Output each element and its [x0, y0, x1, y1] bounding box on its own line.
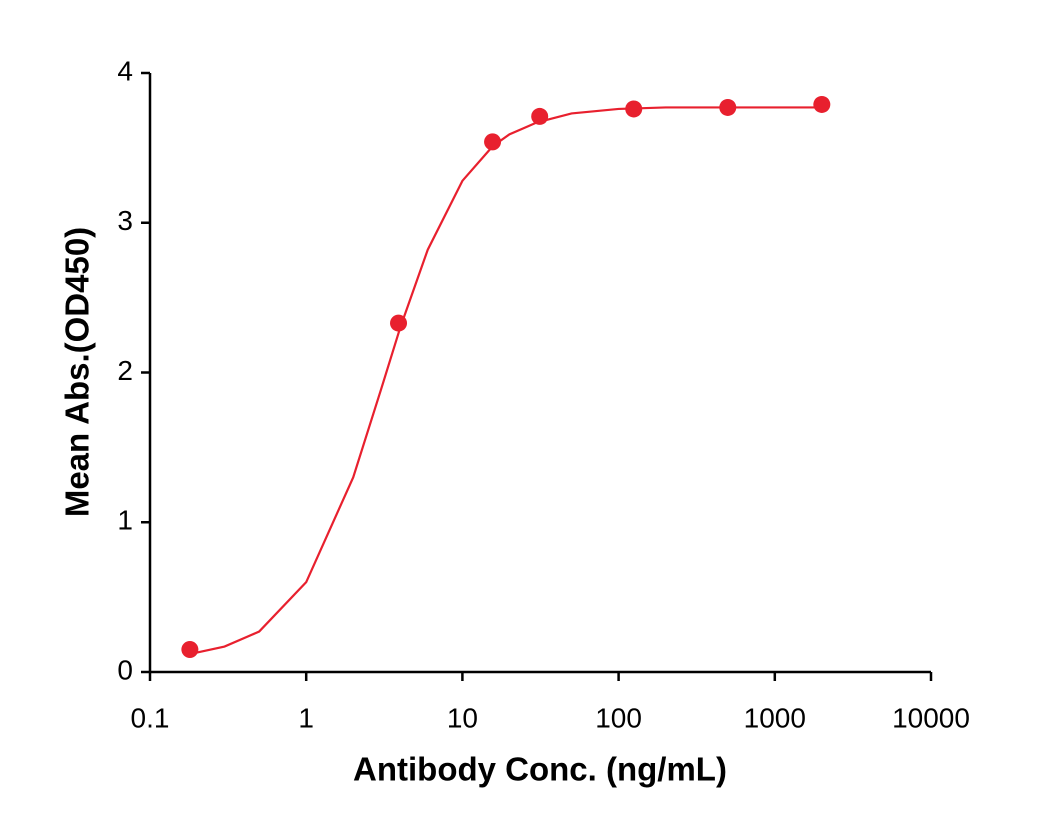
data-point — [531, 107, 549, 125]
x-tick-label: 0.1 — [131, 702, 170, 733]
y-tick-label: 0 — [117, 654, 133, 685]
x-tick-label: 1000 — [744, 702, 806, 733]
x-tick-label: 100 — [595, 702, 642, 733]
y-tick-label: 2 — [117, 355, 133, 386]
data-point — [181, 641, 199, 659]
y-tick-label: 4 — [117, 55, 133, 86]
x-tick-label: 1 — [298, 702, 314, 733]
y-tick-label: 3 — [117, 205, 133, 236]
data-point — [813, 95, 831, 113]
data-point — [484, 133, 502, 151]
x-axis-title: Antibody Conc. (ng/mL) — [353, 751, 727, 788]
y-axis-title: Mean Abs.(OD450) — [59, 227, 96, 517]
data-point — [390, 314, 408, 332]
fit-curve — [189, 106, 822, 656]
data-point — [625, 100, 643, 118]
x-tick-label: 10 — [447, 702, 478, 733]
data-point — [719, 98, 737, 116]
x-tick-label: 10000 — [892, 702, 970, 733]
y-tick-label: 1 — [117, 505, 133, 536]
